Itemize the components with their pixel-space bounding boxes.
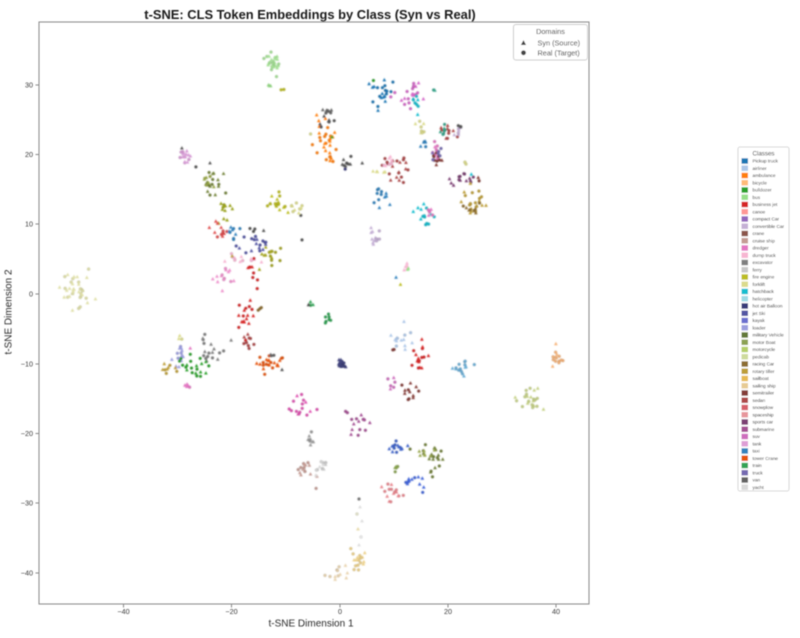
svg-text:0: 0	[338, 607, 342, 616]
svg-text:business jet: business jet	[753, 202, 778, 207]
svg-text:t-SNE Dimension 2: t-SNE Dimension 2	[4, 269, 15, 354]
svg-text:−10: −10	[21, 360, 33, 369]
svg-text:Pickup truck: Pickup truck	[753, 159, 779, 164]
svg-text:canoe: canoe	[753, 209, 766, 214]
svg-text:fire engine: fire engine	[753, 275, 775, 280]
svg-text:sailing ship: sailing ship	[753, 383, 777, 388]
svg-text:Classes: Classes	[752, 151, 774, 158]
svg-text:taxi: taxi	[753, 449, 760, 454]
svg-text:airliner: airliner	[753, 166, 768, 171]
svg-text:−40: −40	[117, 607, 129, 616]
svg-text:Syn (Source): Syn (Source)	[538, 39, 581, 48]
svg-text:t-SNE Dimension 1: t-SNE Dimension 1	[268, 619, 353, 630]
svg-text:20: 20	[25, 150, 33, 159]
svg-text:cruise ship: cruise ship	[753, 238, 776, 243]
svg-text:crane: crane	[753, 231, 765, 236]
svg-text:motor Boat: motor Boat	[753, 340, 777, 345]
svg-text:forklift: forklift	[753, 282, 766, 287]
svg-text:pedicab: pedicab	[753, 354, 770, 359]
svg-text:0: 0	[29, 290, 33, 299]
svg-text:−30: −30	[21, 499, 33, 508]
svg-text:submarine: submarine	[753, 427, 775, 432]
svg-text:hot air Balloon: hot air Balloon	[753, 304, 783, 309]
svg-text:military Vehicle: military Vehicle	[753, 333, 785, 338]
svg-text:Real (Target): Real (Target)	[538, 49, 580, 58]
svg-text:10: 10	[25, 220, 33, 229]
svg-text:van: van	[753, 478, 761, 483]
svg-text:20: 20	[444, 607, 452, 616]
svg-text:dredger: dredger	[753, 246, 770, 251]
svg-text:compact Car: compact Car	[753, 217, 780, 222]
svg-text:motorcycle: motorcycle	[753, 347, 776, 352]
svg-text:racing Car: racing Car	[753, 362, 775, 367]
svg-text:semitrailer: semitrailer	[753, 391, 775, 396]
svg-text:40: 40	[552, 607, 560, 616]
svg-text:30: 30	[25, 81, 33, 90]
svg-text:hatchback: hatchback	[753, 289, 775, 294]
svg-text:−20: −20	[21, 429, 33, 438]
svg-text:−20: −20	[225, 607, 237, 616]
svg-text:sports car: sports car	[753, 420, 774, 425]
svg-text:convertible Car: convertible Car	[753, 224, 785, 229]
svg-text:sedan: sedan	[753, 398, 766, 403]
svg-text:truck: truck	[753, 470, 764, 475]
svg-text:spaceship: spaceship	[753, 412, 775, 417]
svg-text:bulldozer: bulldozer	[753, 188, 772, 193]
svg-text:train: train	[753, 463, 763, 468]
svg-text:tower Crane: tower Crane	[753, 456, 779, 461]
svg-text:snowplow: snowplow	[753, 405, 774, 410]
svg-text:yacht: yacht	[753, 485, 765, 490]
svg-text:tank: tank	[753, 441, 763, 446]
svg-text:rotary tiller: rotary tiller	[753, 369, 775, 374]
svg-text:excavator: excavator	[753, 260, 774, 265]
svg-text:ferry: ferry	[753, 267, 763, 272]
svg-text:−40: −40	[21, 569, 33, 578]
svg-text:bicycle: bicycle	[753, 180, 768, 185]
svg-text:suv: suv	[753, 434, 761, 439]
svg-text:kayak: kayak	[753, 318, 766, 323]
svg-text:Domains: Domains	[536, 27, 565, 36]
svg-text:bus: bus	[753, 195, 761, 200]
svg-text:dump truck: dump truck	[753, 253, 777, 258]
svg-text:sailboat: sailboat	[753, 376, 770, 381]
svg-text:t-SNE: CLS Token Embeddings by: t-SNE: CLS Token Embeddings by Class (Sy…	[144, 7, 475, 22]
svg-text:jet Ski: jet Ski	[752, 311, 766, 316]
svg-text:loader: loader	[753, 325, 766, 330]
svg-text:helicopter: helicopter	[753, 296, 774, 301]
svg-text:ambulance: ambulance	[753, 173, 776, 178]
